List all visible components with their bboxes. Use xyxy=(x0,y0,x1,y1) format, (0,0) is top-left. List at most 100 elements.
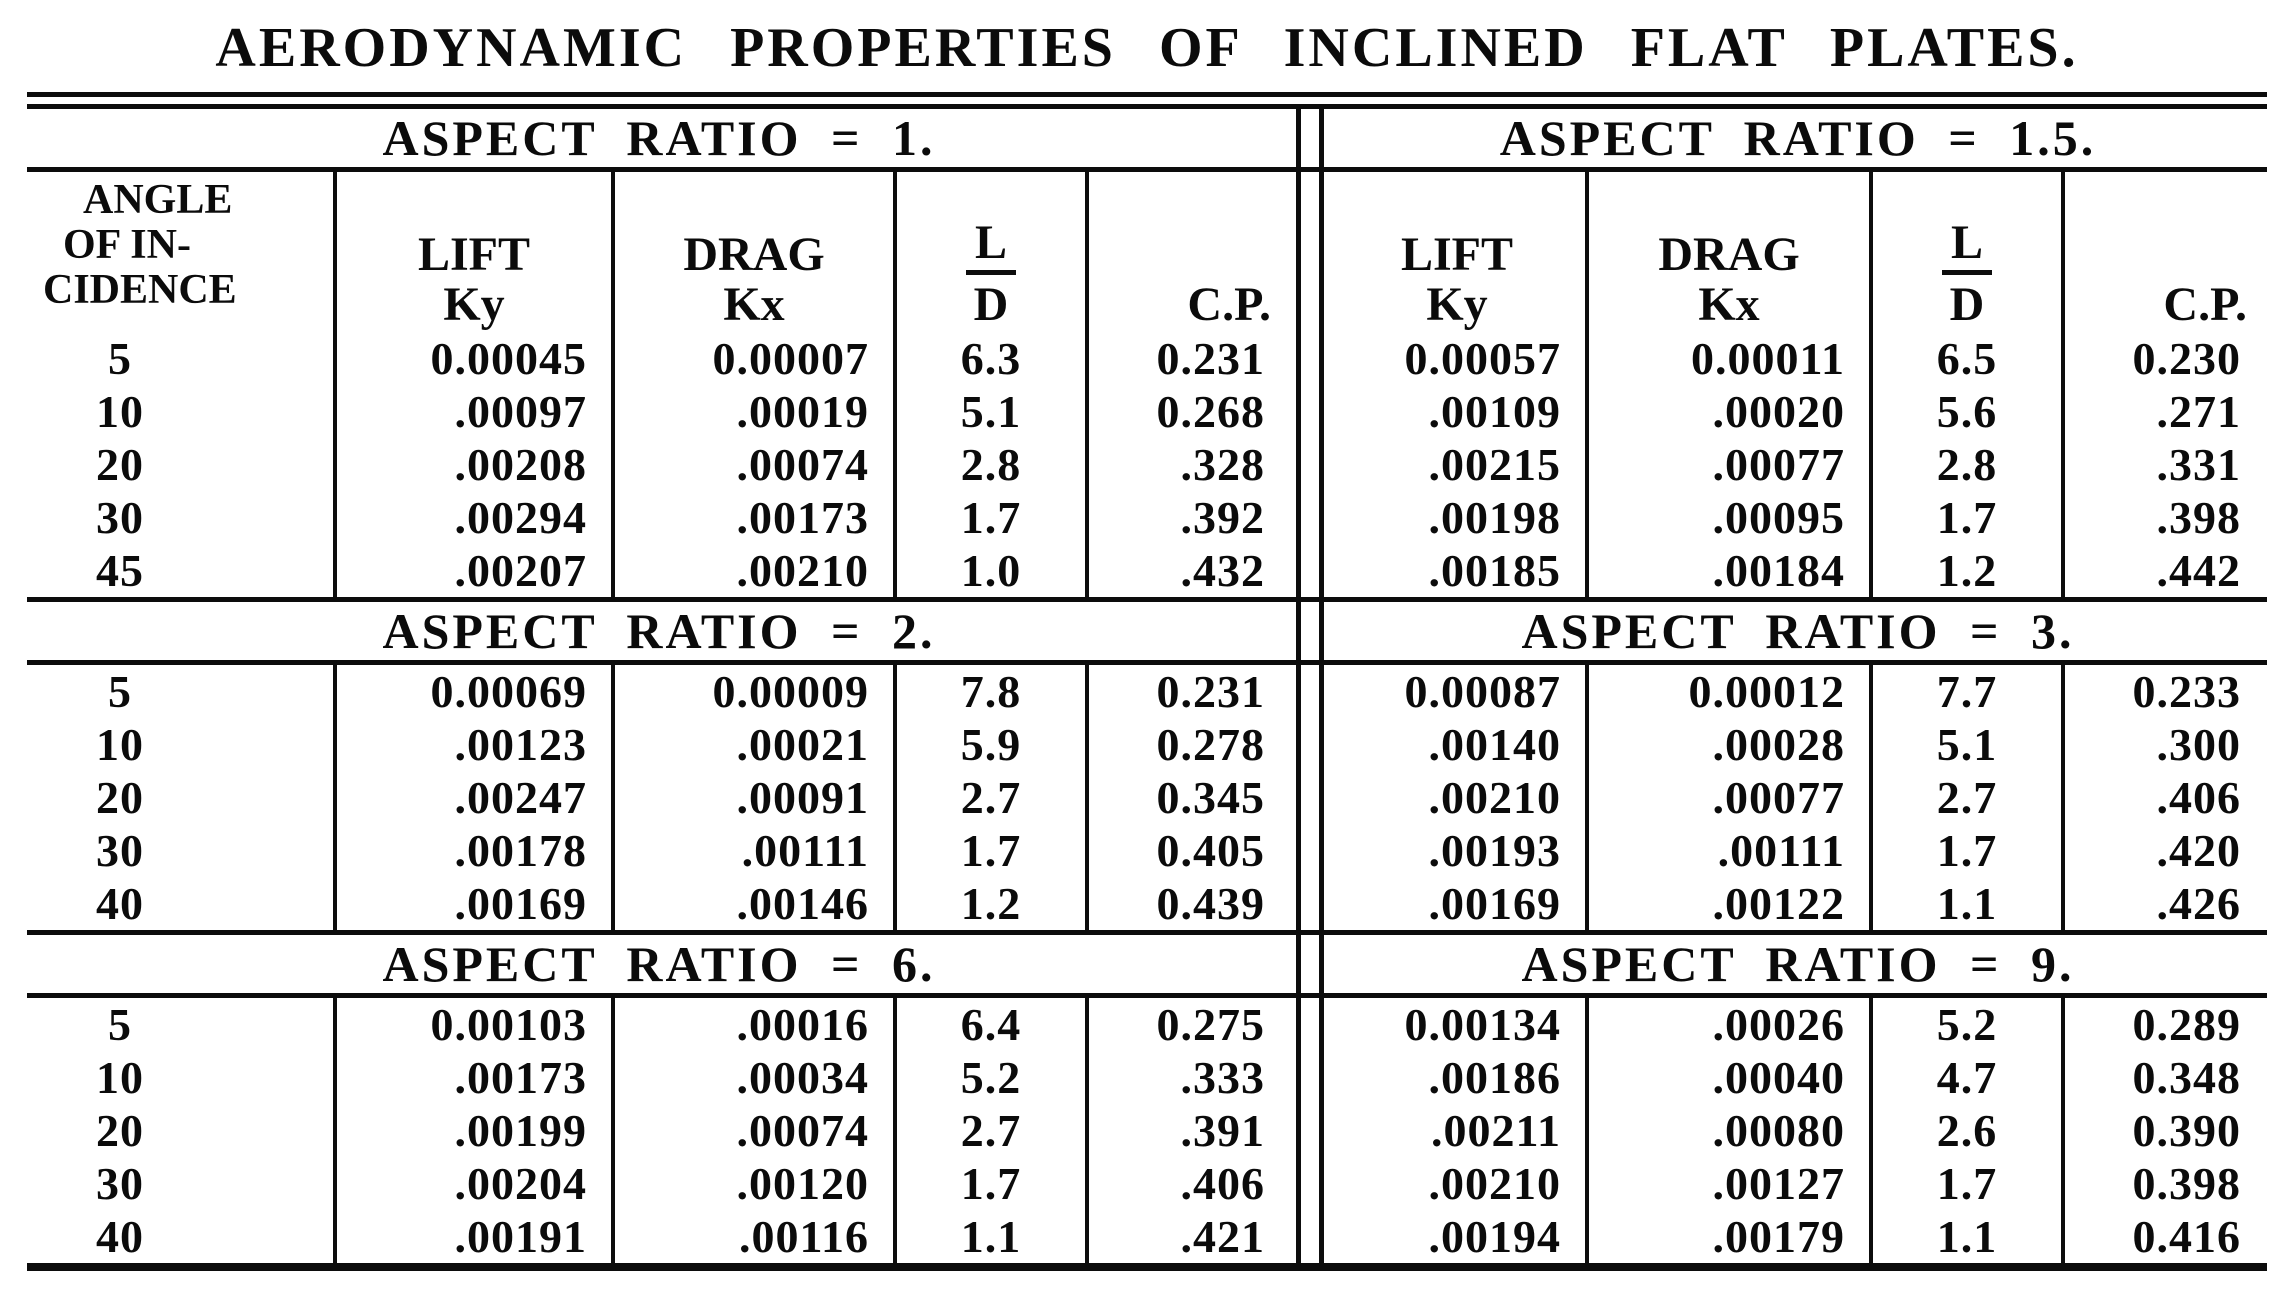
half-divider xyxy=(1296,438,1324,491)
lift-value: .00097 xyxy=(333,385,611,438)
header-line: Kx xyxy=(1698,278,1760,331)
cp-value: .398 xyxy=(2061,491,2267,544)
ld-value: 1.7 xyxy=(1869,1157,2061,1210)
half-divider xyxy=(1296,109,1324,167)
title-double-rule xyxy=(27,92,2267,109)
angle-cell: 10 xyxy=(96,719,144,770)
cp-value: .420 xyxy=(2061,824,2267,877)
drag-value: .00077 xyxy=(1585,771,1869,824)
section-rule xyxy=(27,597,2267,602)
header-line: LIFT xyxy=(417,228,531,281)
cp-value: .392 xyxy=(1085,491,1291,544)
lift-value: .00169 xyxy=(333,877,611,930)
lift-value: .00210 xyxy=(1428,1158,1561,1209)
header-line: C.P. xyxy=(1187,278,1271,331)
table-row: 10 .00123.00021 5.9 0.278 .00140 .00028 5.1.30… xyxy=(27,718,2267,771)
cp-value: 0.390 xyxy=(2061,1104,2267,1157)
drag-value: .00127 xyxy=(1585,1157,1869,1210)
half-divider xyxy=(1296,385,1324,438)
table-row: 5 0.00103.00016 6.4 0.275 0.00134 .00026 5.2 0.… xyxy=(27,998,2267,1051)
angle-cell: 30 xyxy=(96,1158,144,1209)
lift-value: .00208 xyxy=(333,438,611,491)
cp-value: 0.416 xyxy=(2061,1210,2267,1263)
lift-value: .00186 xyxy=(1428,1052,1561,1103)
cp-value: .406 xyxy=(1085,1157,1291,1210)
table-row: 45 .00207.00210 1.0.432 .00185 .00184 1.2.442 xyxy=(27,544,2267,597)
drag-value: .00116 xyxy=(611,1210,893,1263)
half-divider xyxy=(1296,491,1324,544)
lift-value: .00199 xyxy=(333,1104,611,1157)
lift-value: .00247 xyxy=(333,771,611,824)
drag-value: .00179 xyxy=(1585,1210,1869,1263)
half-divider xyxy=(1296,602,1324,660)
table-row: 20.00247.00091 2.7 0.345.00210.00077 2.7.40… xyxy=(27,771,2267,824)
drag-value: .00210 xyxy=(611,544,893,597)
drag-value: .00146 xyxy=(611,877,893,930)
ld-value: 1.0 xyxy=(893,544,1085,597)
cp-value: .333 xyxy=(1085,1051,1291,1104)
lift-value: .00215 xyxy=(1428,439,1561,490)
lift-value: 0.00103 xyxy=(333,998,611,1051)
aspect-ratio-label-left: ASPECT RATIO = 2. xyxy=(382,603,936,659)
cp-value: 0.439 xyxy=(1085,877,1291,930)
fraction-bar xyxy=(966,270,1016,275)
drag-value: .00021 xyxy=(611,718,893,771)
cp-value: 0.275 xyxy=(1085,998,1291,1051)
table-sections: ASPECT RATIO = 1. ASPECT RATIO = 1.5. ANGL… xyxy=(27,109,2267,1271)
section-rule xyxy=(27,660,2267,665)
lift-value: .00191 xyxy=(333,1210,611,1263)
table-row: 5 0.00045 0.00007 6.3 0.231 0.00057 0.00011 6.5… xyxy=(27,332,2267,385)
column-header-drag: DRAG Kx xyxy=(1585,172,1869,332)
angle-cell: 5 xyxy=(108,333,132,384)
bottom-rule xyxy=(27,1263,2267,1271)
angle-cell: 30 xyxy=(96,492,144,543)
ld-value: 2.6 xyxy=(1869,1104,2061,1157)
ld-value: 1.7 xyxy=(893,824,1085,877)
ld-value: 7.8 xyxy=(893,665,1085,718)
cp-value: .426 xyxy=(2061,877,2267,930)
ld-value: 6.5 xyxy=(1869,332,2061,385)
ld-value: 5.1 xyxy=(893,385,1085,438)
drag-value: 0.00009 xyxy=(611,665,893,718)
angle-header-line: CIDENCE xyxy=(43,267,237,313)
section-rule xyxy=(27,993,2267,998)
ld-value: 1.7 xyxy=(893,1157,1085,1210)
column-header-lift: LIFT Ky xyxy=(1329,172,1585,332)
header-line: Kx xyxy=(723,278,785,331)
half-divider xyxy=(1296,998,1324,1051)
cp-value: .271 xyxy=(2061,385,2267,438)
aspect-ratio-band-row: ASPECT RATIO = 1. ASPECT RATIO = 1.5. xyxy=(27,109,2267,167)
table-content: AERODYNAMIC PROPERTIES OF INCLINED FLAT … xyxy=(27,0,2267,1271)
lift-value: .00178 xyxy=(333,824,611,877)
cp-value: .331 xyxy=(2061,438,2267,491)
lift-value: .00109 xyxy=(1428,386,1561,437)
cp-value: .421 xyxy=(1085,1210,1291,1263)
angle-header-line: OF IN- xyxy=(63,222,191,268)
table-row: 40.00169.00146 1.2 0.439.00169.00122 1.1.42… xyxy=(27,877,2267,930)
aspect-ratio-label-left: ASPECT RATIO = 6. xyxy=(382,936,936,992)
header-line: DRAG xyxy=(1658,228,1800,281)
ld-value: 1.7 xyxy=(893,491,1085,544)
half-divider xyxy=(1296,544,1324,597)
aspect-ratio-label-left: ASPECT RATIO = 1. xyxy=(382,110,936,166)
header-line: Ky xyxy=(1426,278,1488,331)
column-header-angle: ANGLE OF IN- CIDENCE xyxy=(27,172,333,332)
lift-value: .00185 xyxy=(1428,545,1561,596)
drag-value: .00016 xyxy=(611,998,893,1051)
angle-cell: 10 xyxy=(96,386,144,437)
aspect-ratio-band-row: ASPECT RATIO = 6. ASPECT RATIO = 9. xyxy=(27,935,2267,993)
ld-value: 5.1 xyxy=(1869,718,2061,771)
table-row: 40.00191.00116 1.1.421.00194.00179 1.1 0.41… xyxy=(27,1210,2267,1263)
column-header-row: ANGLE OF IN- CIDENCE LIFT Ky DRAG Kx L D C.P. LIFT… xyxy=(27,172,2267,332)
angle-cell: 5 xyxy=(108,666,132,717)
rule-line xyxy=(27,92,2267,97)
angle-cell: 10 xyxy=(96,1052,144,1103)
cp-value: 0.230 xyxy=(2061,332,2267,385)
drag-value: .00080 xyxy=(1585,1104,1869,1157)
aspect-ratio-label-right: ASPECT RATIO = 9. xyxy=(1521,936,2075,992)
cp-value: 0.289 xyxy=(2061,998,2267,1051)
cp-value: 0.405 xyxy=(1085,824,1291,877)
